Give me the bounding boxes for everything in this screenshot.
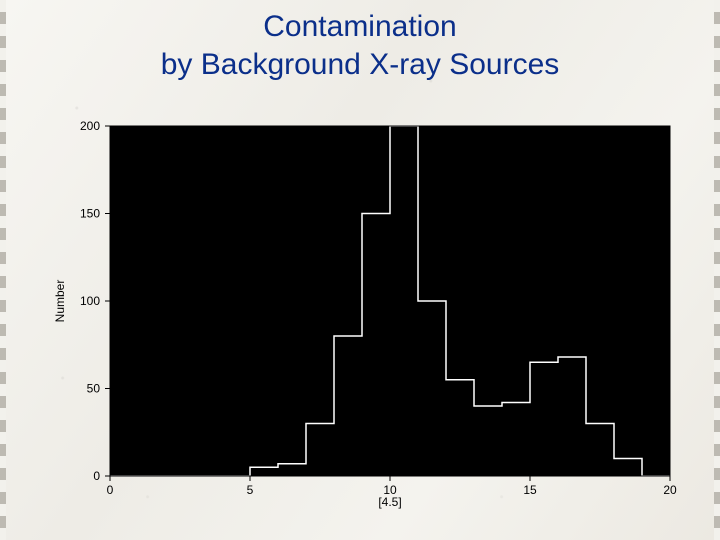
x-tick-label: 20 (663, 483, 677, 497)
y-tick-label: 150 (80, 207, 100, 221)
title-line-1: Contamination (263, 10, 456, 43)
y-tick-label: 0 (93, 469, 100, 483)
x-tick-label: 15 (523, 483, 537, 497)
y-tick-label: 200 (80, 120, 100, 133)
y-tick-label: 50 (87, 382, 101, 396)
x-tick-label: 5 (247, 483, 254, 497)
title-line-2: by Background X-ray Sources (161, 48, 560, 81)
slide-title: Contamination by Background X-ray Source… (6, 8, 714, 83)
right-edge-binding (714, 0, 720, 540)
y-tick-label: 100 (80, 294, 100, 308)
x-axis-label: [4.5] (378, 495, 401, 509)
slide-root: Contamination by Background X-ray Source… (0, 0, 720, 540)
y-axis-label: Number (53, 280, 67, 323)
histogram-chart: 05101520050100150200[4.5]Number (48, 120, 678, 510)
chart-svg: 05101520050100150200[4.5]Number (48, 120, 678, 510)
x-tick-label: 0 (107, 483, 114, 497)
